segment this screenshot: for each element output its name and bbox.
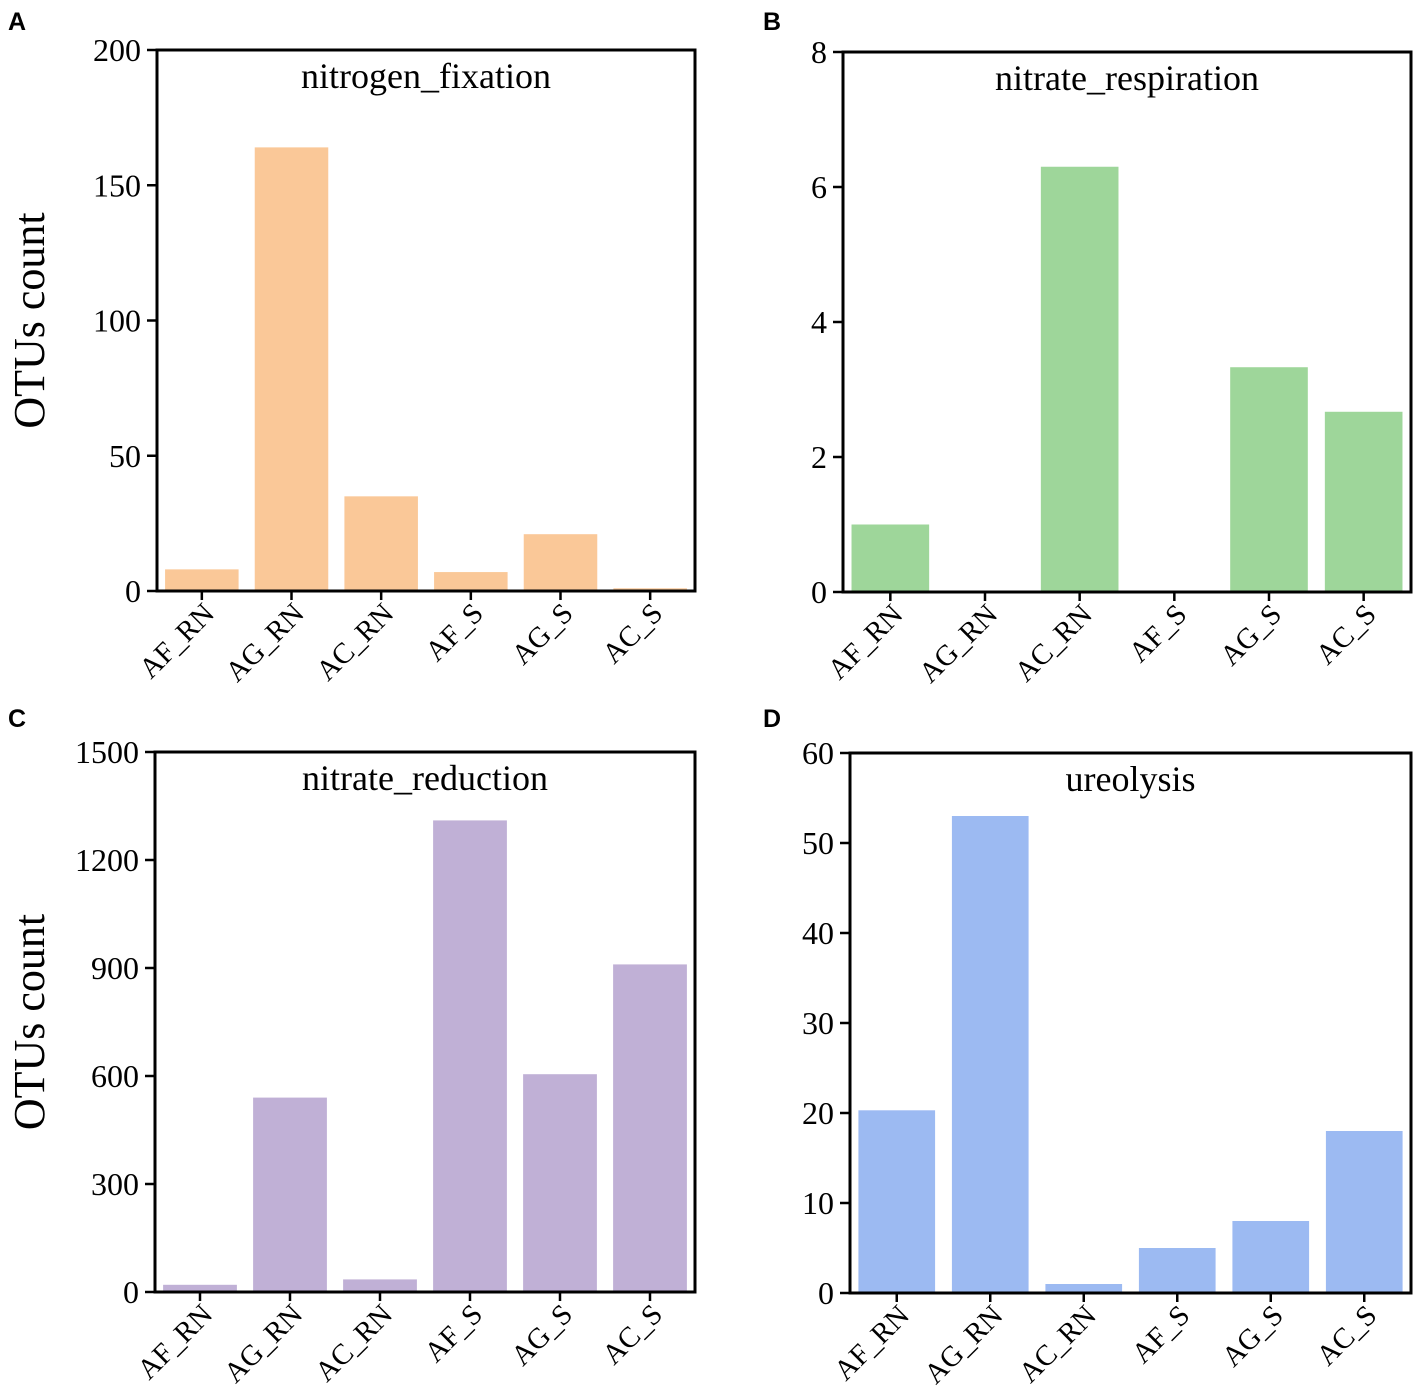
bar-ac-rn — [344, 496, 418, 591]
y-tick-label: 600 — [91, 1058, 139, 1094]
bar-af-rn — [163, 1284, 237, 1292]
bar-af-rn — [858, 1110, 936, 1293]
y-tick-label: 6 — [811, 169, 827, 205]
bar-ag-s — [523, 1074, 597, 1292]
y-tick-label: 60 — [802, 735, 834, 771]
x-tick-label: AG_RN — [219, 597, 310, 688]
bar-ac-rn — [1040, 166, 1119, 592]
x-tick-label: AG_RN — [918, 1299, 1009, 1390]
x-tick-label: AC_RN — [1013, 1299, 1103, 1389]
x-tick-label: AG_S — [506, 597, 580, 671]
y-tick-label: 1500 — [75, 734, 139, 770]
x-tick-label: AG_S — [1214, 598, 1288, 672]
bar-ag-s — [1230, 367, 1308, 592]
y-tick-label: 0 — [125, 573, 141, 609]
chart-title: nitrate_respiration — [995, 58, 1259, 98]
bar-af-rn — [165, 569, 239, 591]
y-tick-label: 2 — [811, 439, 827, 475]
y-tick-label: 50 — [802, 825, 834, 861]
y-tick-label: 0 — [811, 574, 827, 610]
bar-af-s — [1138, 1248, 1216, 1293]
x-tick-label: AG_RN — [913, 598, 1004, 689]
panel-d: D 0 10 20 30 40 50 60 AF_RN AG_RN AC_RN AF_S AG_S AC_… — [763, 705, 1413, 1390]
bar-ag-rn — [951, 816, 1029, 1293]
y-tick-label: 50 — [109, 438, 141, 474]
y-tick-label: 300 — [91, 1166, 139, 1202]
bar-ag-rn — [253, 1097, 327, 1292]
x-tick-label: AC_RN — [310, 597, 400, 687]
x-tick-label: AF_RN — [828, 1299, 916, 1387]
bar-ag-rn — [254, 147, 329, 591]
x-tick-label: AC_S — [596, 597, 669, 670]
y-tick-label: 1200 — [75, 842, 139, 878]
y-tick-label: 0 — [123, 1274, 139, 1310]
y-axis-label: OTUs count — [5, 212, 54, 428]
chart-title: ureolysis — [1066, 759, 1196, 799]
y-tick-label: 20 — [802, 1095, 834, 1131]
plot-frame — [155, 48, 697, 593]
x-tick-label: AC_RN — [1009, 598, 1099, 688]
x-tick-label: AF_S — [418, 1298, 489, 1369]
x-tick-label: AF_S — [1123, 598, 1194, 669]
panel-letter: C — [8, 705, 26, 733]
x-tick-label: AC_RN — [309, 1298, 399, 1388]
x-tick-label: AF_RN — [131, 1298, 219, 1386]
y-axis-label: OTUs count — [5, 914, 54, 1130]
bar-af-s — [433, 820, 507, 1292]
panel-letter: A — [8, 8, 26, 36]
x-tick-label: AF_RN — [822, 598, 910, 686]
bar-ac-s — [1324, 411, 1403, 592]
y-tick-label: 0 — [818, 1275, 834, 1311]
bar-ac-rn — [1045, 1284, 1123, 1293]
bar-ag-s — [1232, 1221, 1310, 1293]
x-tick-label: AF_RN — [133, 597, 221, 685]
y-tick-label: 8 — [811, 34, 827, 70]
panel-letter: D — [763, 705, 781, 733]
x-tick-label: AF_S — [1126, 1299, 1197, 1370]
chart-title: nitrogen_fixation — [301, 56, 551, 96]
plot-frame — [153, 750, 697, 1294]
y-tick-label: 40 — [802, 915, 834, 951]
chart-title: nitrate_reduction — [302, 758, 548, 798]
bar-af-rn — [851, 524, 930, 592]
x-tick-label: AG_RN — [218, 1298, 309, 1389]
panel-letter: B — [763, 8, 781, 36]
x-tick-label: AG_S — [1216, 1299, 1290, 1373]
bar-af-s — [434, 572, 508, 591]
y-tick-label: 150 — [93, 167, 141, 203]
y-tick-label: 900 — [91, 950, 139, 986]
bar-ac-s — [613, 964, 687, 1292]
y-tick-label: 200 — [93, 32, 141, 68]
panel-c: C 0 300 600 900 1200 1500 AF_RN AG_RN AC_RN AF_S AG… — [5, 705, 697, 1389]
y-tick-label: 10 — [802, 1185, 834, 1221]
y-tick-label: 100 — [93, 303, 141, 339]
x-tick-label: AG_S — [505, 1298, 579, 1372]
x-tick-label: AC_S — [1310, 598, 1383, 671]
bar-ag-s — [523, 534, 598, 591]
panel-b: B 0 2 4 6 8 AF_RN AG_RN AC_RN AF_S AG_S AC_S nitrate… — [763, 8, 1413, 689]
bar-ac-s — [1325, 1131, 1403, 1293]
y-tick-label: 30 — [802, 1005, 834, 1041]
y-tick-label: 4 — [811, 304, 827, 340]
bar-ac-rn — [343, 1279, 417, 1292]
x-tick-label: AC_S — [596, 1298, 669, 1371]
x-tick-label: AC_S — [1310, 1299, 1383, 1372]
x-tick-label: AF_S — [419, 597, 490, 668]
